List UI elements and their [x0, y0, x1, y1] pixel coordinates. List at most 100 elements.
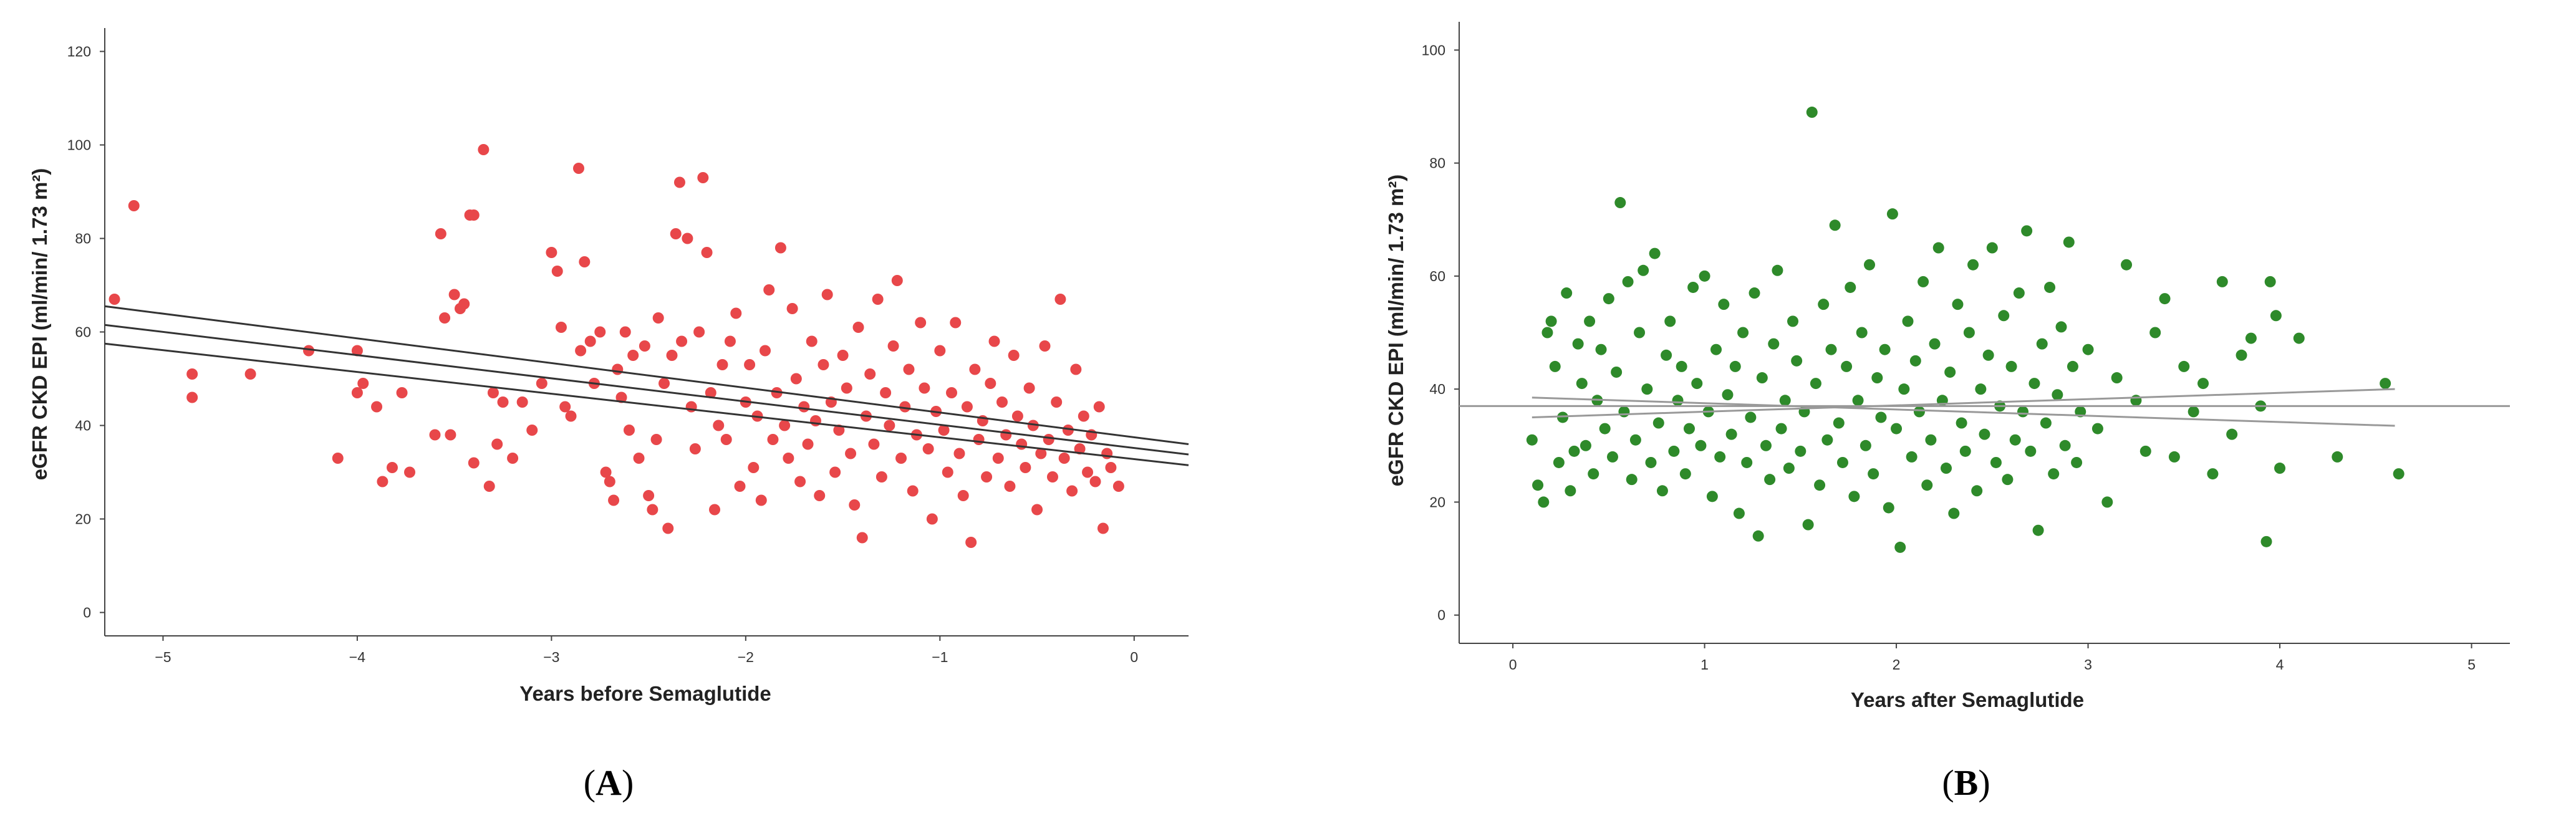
data-point-a [377, 476, 388, 487]
data-point-a [666, 350, 678, 361]
data-point-a [559, 401, 571, 413]
data-point-b [1856, 327, 1868, 339]
scatter-chart-b: 0 1 2 3 4 5 0 20 40 60 80 100 Years after Semagluti… [1384, 22, 2510, 803]
data-point-b [1845, 281, 1856, 293]
data-point-b [1975, 383, 1987, 395]
data-point-a [938, 425, 950, 436]
data-point-b [1986, 242, 1998, 254]
data-point-b [1737, 327, 1749, 339]
x-axis-title-b: Years after Semaglutide [1851, 688, 2084, 711]
data-point-b [1821, 434, 1833, 446]
data-point-a [332, 453, 344, 464]
data-point-a [953, 448, 965, 459]
data-point-b [1695, 439, 1707, 451]
data-point-a [1097, 522, 1109, 534]
y-tick-label-a: 20 [75, 511, 91, 527]
data-point-b [1576, 378, 1588, 390]
data-point-b [2130, 395, 2142, 406]
fit-line-b-2 [1532, 396, 2395, 427]
y-axis-title-a: eGFR CKD EPI (ml/min/ 1.73 m²) [28, 168, 51, 481]
x-axis-title-a: Years before Semaglutide [519, 682, 771, 705]
data-point-b [1836, 456, 1848, 468]
data-point-a [1054, 294, 1066, 305]
data-point-a [1046, 471, 1058, 483]
data-point-a [891, 275, 903, 286]
data-point-b [1772, 264, 1783, 276]
panel-letter-a: A [596, 762, 622, 803]
data-point-b [1982, 349, 1994, 361]
data-point-b [1756, 372, 1768, 384]
data-point-b [2178, 360, 2190, 372]
data-point-b [1795, 445, 1807, 457]
data-point-a [1058, 453, 1070, 464]
data-point-a [794, 476, 806, 487]
data-point-b [1787, 315, 1799, 327]
data-point-b [1752, 530, 1764, 542]
data-point-b [1932, 242, 1944, 254]
data-point-a [633, 453, 645, 464]
data-point-a [852, 322, 864, 333]
data-point-b [1614, 197, 1626, 209]
data-point-b [1886, 208, 1898, 220]
data-point-b [1725, 428, 1737, 440]
chart-panel-a: −5 −4 −3 −2 −1 0 0 20 40 60 80 100 120 Years before … [0, 0, 1288, 823]
data-point-a [516, 396, 528, 408]
data-point-b [1618, 406, 1630, 418]
data-point-a [575, 345, 587, 357]
data-point-b [2197, 378, 2209, 390]
data-point-a [903, 363, 915, 375]
data-point-a [774, 242, 786, 254]
data-point-a [985, 378, 996, 389]
data-point-a [673, 176, 685, 188]
data-point-a [445, 429, 456, 441]
data-point-a [351, 387, 363, 398]
data-point-b [1852, 395, 1864, 406]
y-tick-label-a: 100 [67, 137, 91, 153]
data-point-b [1929, 338, 1941, 350]
data-point-b [1706, 491, 1718, 502]
data-point-b [1783, 463, 1795, 474]
x-tick-label-b: 3 [2084, 656, 2092, 673]
data-point-a [919, 382, 930, 394]
data-point-a [1031, 504, 1043, 516]
data-point-b [1672, 395, 1684, 406]
x-tick-label-b: 5 [2467, 656, 2476, 673]
data-point-a [555, 322, 567, 333]
x-tick-label-a: −4 [349, 649, 365, 665]
y-tick-label-b: 100 [1422, 42, 1445, 58]
data-point-b [1722, 389, 1734, 401]
data-point-a [608, 494, 620, 506]
data-point-a [1082, 466, 1094, 478]
data-point-b [1588, 468, 1599, 480]
data-point-b [1595, 343, 1607, 355]
data-point-a [612, 363, 624, 375]
data-point-b [1941, 463, 1952, 474]
data-point-b [2207, 468, 2219, 480]
data-point-a [814, 490, 826, 501]
data-point-b [1944, 366, 1956, 378]
data-point-a [1039, 340, 1051, 352]
data-point-b [2216, 276, 2228, 287]
data-point-b [1925, 434, 1937, 446]
data-point-a [899, 401, 911, 413]
data-point-b [1606, 451, 1618, 463]
data-point-a [572, 163, 584, 174]
data-point-b [1622, 276, 1634, 287]
data-point-b [1749, 287, 1760, 299]
data-point-a [619, 326, 631, 338]
data-point-b [2059, 439, 2071, 451]
y-tick-label-b: 0 [1437, 607, 1445, 623]
y-tick-label-a: 120 [67, 44, 91, 60]
data-point-b [2260, 535, 2272, 547]
data-point-b [1775, 423, 1787, 435]
fit-line-a-2 [104, 324, 1189, 456]
data-point-a [981, 471, 993, 483]
data-point-a [837, 350, 849, 361]
data-point-a [1112, 481, 1124, 492]
data-point-b [1664, 315, 1676, 327]
data-point-a [693, 326, 705, 338]
panel-label-a: (A) [584, 762, 634, 803]
data-point-a [468, 209, 480, 221]
data-point-b [2188, 406, 2199, 418]
data-point-b [1921, 479, 1933, 491]
